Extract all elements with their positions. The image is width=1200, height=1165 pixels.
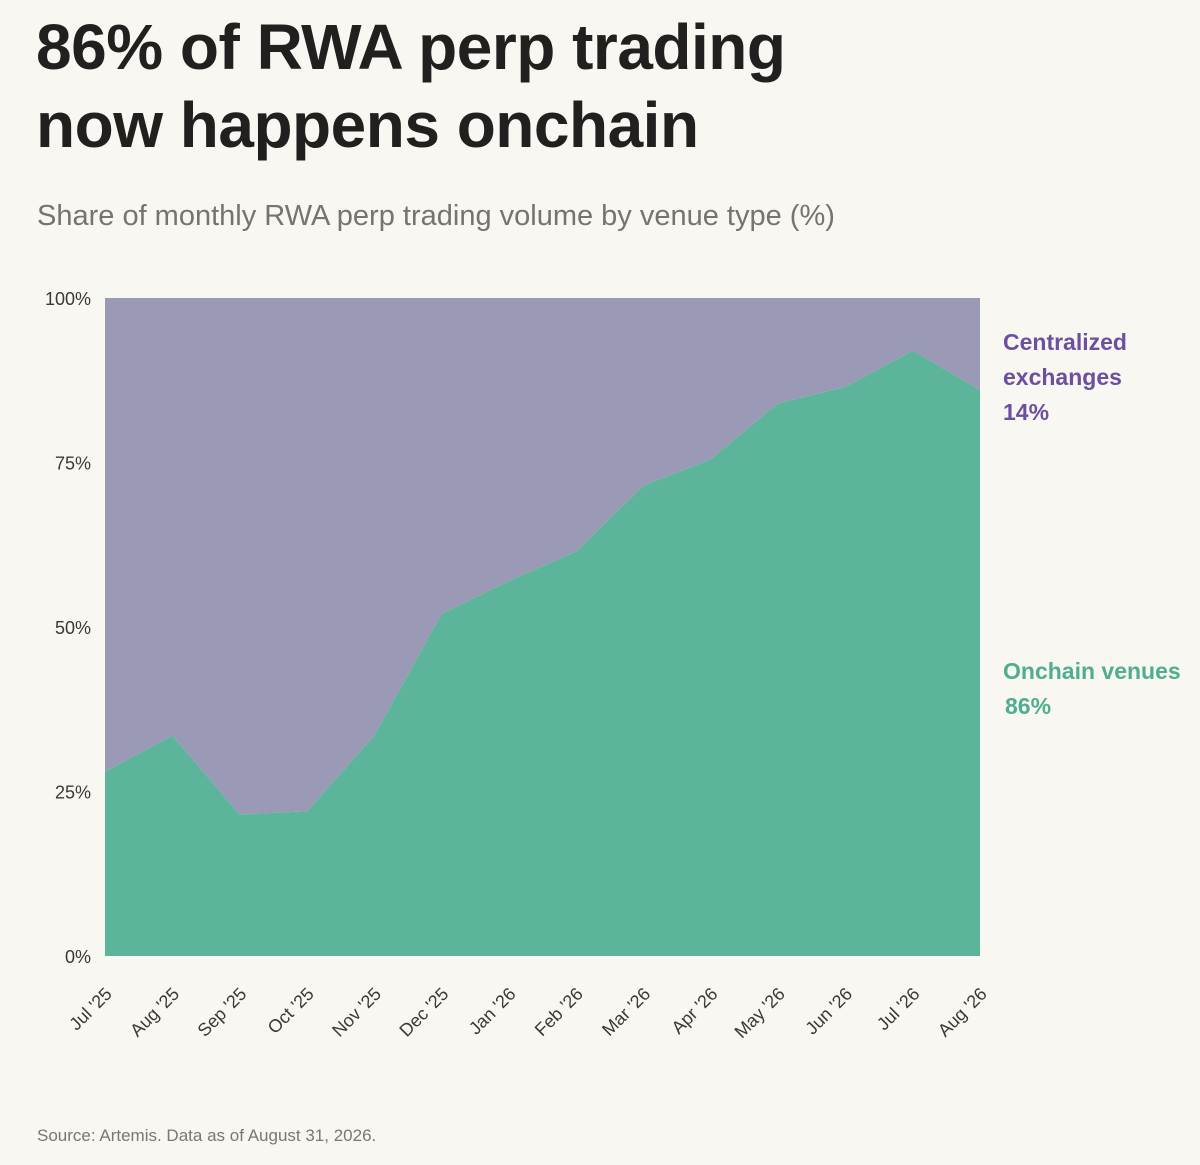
source-note: Source: Artemis. Data as of August 31, 2…	[37, 1126, 377, 1145]
y-tick-label: 75%	[55, 454, 91, 474]
stacked-area-chart: 0% 25% 50% 75% 100% Jul '25 Aug '25 Sep '25 Oct…	[45, 289, 1181, 1042]
chart-title: 86% of RWA perp trading now happens onch…	[36, 8, 1036, 164]
onchain-venues-value: 86%	[1005, 693, 1051, 719]
y-tick-label: 50%	[55, 618, 91, 638]
x-tick-label: Nov '25	[328, 984, 385, 1041]
chart-subtitle: Share of monthly RWA perp trading volume…	[37, 200, 835, 232]
chart-areas	[105, 298, 980, 956]
x-tick-label: Jul '25	[65, 984, 116, 1035]
x-axis: Jul '25 Aug '25 Sep '25 Oct '25 Nov '25 Dec '…	[65, 984, 991, 1042]
x-tick-label: Aug '25	[126, 984, 183, 1041]
x-tick-label: Apr '26	[668, 984, 722, 1038]
centralized-exchanges-label: exchanges	[1003, 364, 1122, 390]
x-tick-label: Sep '25	[194, 984, 251, 1041]
x-tick-label: Oct '25	[264, 984, 318, 1038]
y-tick-label: 100%	[45, 289, 91, 309]
x-tick-label: Feb '26	[531, 984, 587, 1040]
x-tick-label: May '26	[731, 984, 789, 1042]
area-onchain-venues	[105, 350, 980, 956]
y-tick-label: 25%	[55, 783, 91, 803]
x-tick-label: Mar '26	[598, 984, 654, 1040]
x-tick-label: Dec '25	[395, 984, 452, 1041]
onchain-venues-label: Onchain venues	[1003, 658, 1181, 684]
series-labels: Centralized exchanges 14% Onchain venues 86%	[1003, 329, 1181, 719]
y-tick-label: 0%	[65, 947, 91, 967]
x-tick-label: Aug '26	[934, 984, 991, 1041]
chart-title-line-2: now happens onchain	[36, 89, 699, 161]
chart-title-line-1: 86% of RWA perp trading	[36, 11, 786, 83]
x-tick-label: Jan '26	[465, 984, 520, 1039]
y-axis: 0% 25% 50% 75% 100%	[45, 289, 91, 967]
x-tick-label: Jun '26	[801, 984, 856, 1039]
centralized-exchanges-label: Centralized	[1003, 329, 1127, 355]
centralized-exchanges-value: 14%	[1003, 399, 1049, 425]
area-centralized-exchanges	[105, 298, 980, 815]
x-tick-label: Jul '26	[873, 984, 924, 1035]
